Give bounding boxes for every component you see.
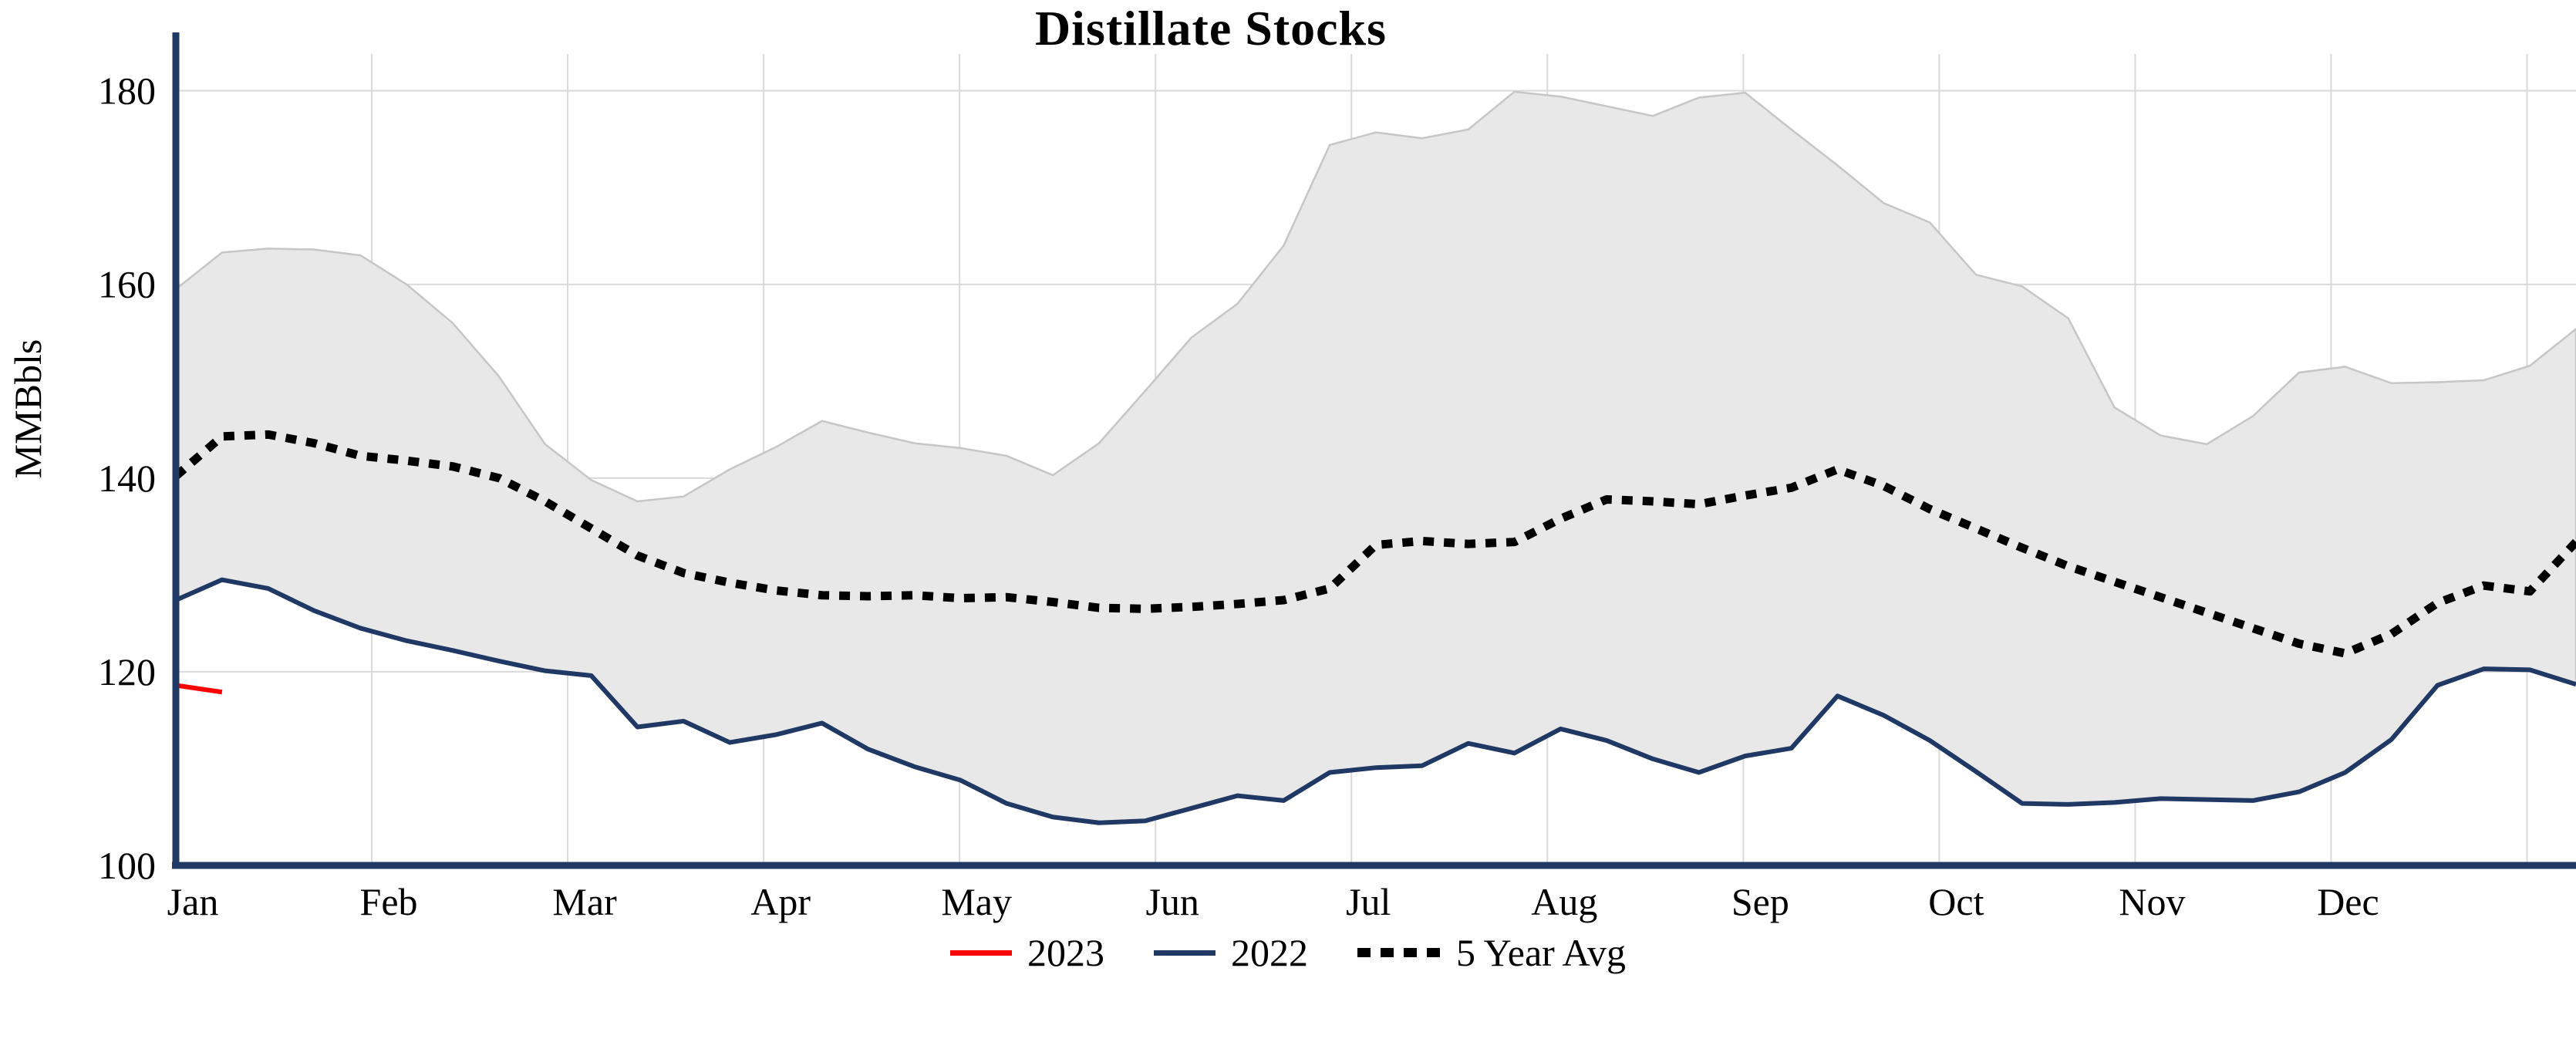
legend-item-5yr-avg: 5 Year Avg [1357, 930, 1626, 975]
y-tick-label: 100 [98, 844, 156, 887]
y-tick-label: 180 [98, 69, 156, 113]
legend-swatch-2022 [1154, 949, 1216, 956]
x-tick-label-aug: Aug [1531, 880, 1597, 923]
series-line-2023 [175, 683, 223, 695]
chart-title: Distillate Stocks [1034, 1, 1387, 56]
legend-label-2022: 2022 [1231, 931, 1309, 974]
x-tick-label-mar: Mar [552, 880, 617, 923]
legend-item-2022: 2022 [1154, 930, 1308, 975]
x-tick-label-may: May [941, 880, 1012, 923]
legend-swatch-2023 [950, 949, 1013, 956]
y-tick-label: 140 [98, 457, 156, 500]
y-tick-label: 160 [98, 263, 156, 306]
y-axis-label: MMBbls [6, 339, 49, 479]
series-line-2022 [174, 577, 2576, 825]
legend-swatch-5yr-avg [1357, 948, 1441, 957]
x-tick-label-apr: Apr [750, 880, 811, 923]
x-tick-label-jul: Jul [1346, 880, 1391, 923]
x-tick-label-sep: Sep [1731, 880, 1789, 923]
x-tick-label-jan: Jan [167, 880, 219, 923]
y-tick-label: 120 [98, 650, 156, 693]
x-tick-label-dec: Dec [2317, 880, 2379, 923]
series-line-5-year-avg [173, 430, 2576, 658]
x-tick-label-jun: Jun [1145, 880, 1199, 923]
legend-item-2023: 2023 [950, 930, 1104, 975]
chart-legend: 2023 2022 5 Year Avg [0, 930, 2576, 975]
five-year-range-band [174, 90, 2576, 825]
x-tick-label-nov: Nov [2119, 880, 2185, 923]
legend-label-5yr-avg: 5 Year Avg [1456, 931, 1626, 974]
x-tick-label-feb: Feb [360, 880, 418, 923]
x-tick-label-oct: Oct [1928, 880, 1984, 923]
legend-label-2023: 2023 [1027, 931, 1105, 974]
